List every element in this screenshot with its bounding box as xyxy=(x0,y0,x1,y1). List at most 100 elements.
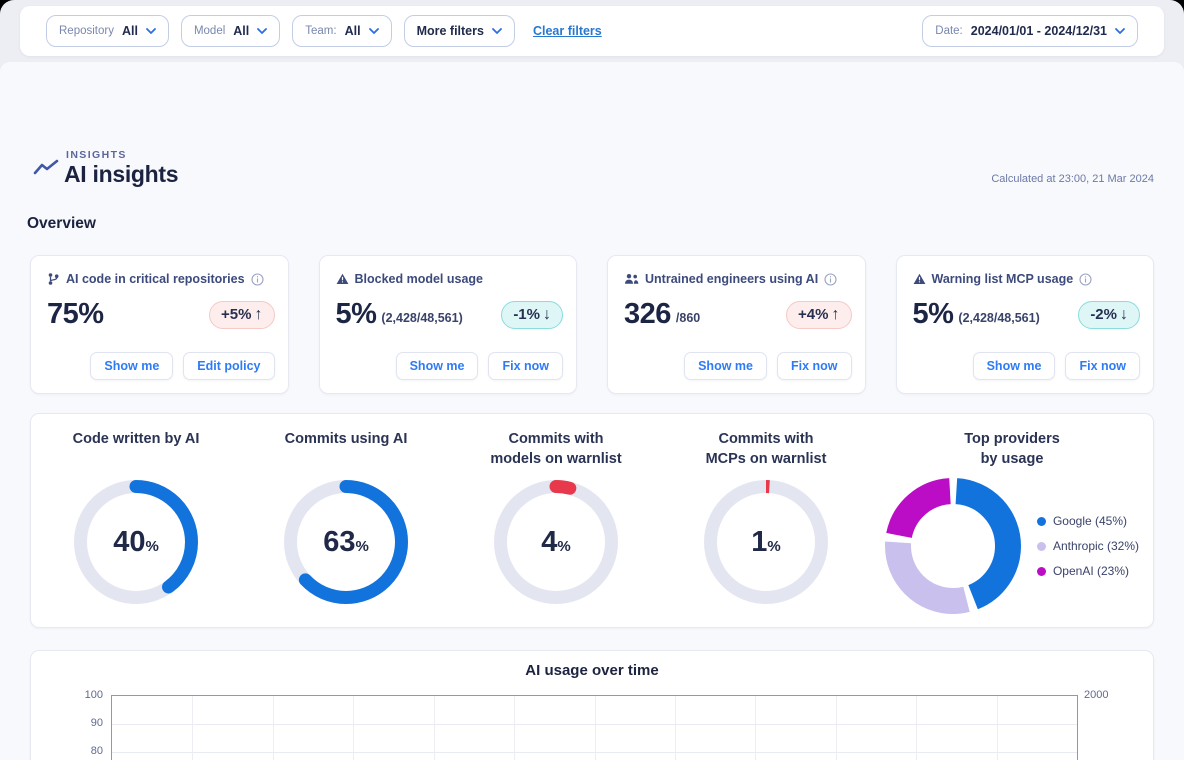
filter-label: Model xyxy=(193,25,226,37)
filter-label: Repository xyxy=(59,25,114,37)
kpi-sub-value: (2,428/48,561) xyxy=(958,311,1040,325)
show-me-button[interactable]: Show me xyxy=(395,352,479,380)
donut-chart xyxy=(284,480,408,604)
show-me-button[interactable]: Show me xyxy=(684,352,767,380)
filter-bar: Repository All Model All Team: All More … xyxy=(20,6,1164,56)
kpi-card-untrained-engineers: Untrained engineers using AI 326 /860 +4… xyxy=(607,255,866,394)
v-gridline xyxy=(192,696,194,760)
chevron-down-icon xyxy=(492,28,502,34)
donut-value: 40 xyxy=(113,525,146,558)
donut-value: 1 xyxy=(751,525,768,558)
donut-commits-using-ai: Commits using AI 63 % xyxy=(241,430,451,627)
donut-unit: % xyxy=(557,538,571,555)
legend-dot xyxy=(1036,566,1046,576)
v-gridline xyxy=(594,696,596,760)
delta-value: +5% xyxy=(221,306,252,323)
kpi-value: 5% xyxy=(335,298,377,330)
v-gridline xyxy=(272,696,274,760)
page-title: AI insights xyxy=(64,161,179,187)
warning-triangle-icon xyxy=(913,273,925,284)
donut-mcps-on-warnlist: Commits with MCPs on warnlist 1 % xyxy=(661,430,871,627)
donut-code-written-by-ai: Code written by AI 40 % xyxy=(31,430,241,627)
delta-badge: +5% ↑ xyxy=(209,300,275,329)
section-title-overview: Overview xyxy=(27,215,96,232)
filter-value: All xyxy=(121,24,138,38)
kpi-sub-value: (2,428/48,561) xyxy=(381,311,463,325)
y-axis-tick: 90 xyxy=(90,717,103,729)
donut-value: 63 xyxy=(323,525,356,558)
chevron-down-icon xyxy=(146,28,156,34)
donut-title: Commits using AI xyxy=(284,431,408,447)
providers-legend: Google (45%) Anthropic (32%) OpenAI (23%… xyxy=(1036,514,1140,578)
kpi-value: 75% xyxy=(47,298,104,330)
donut-models-on-warnlist: Commits with models on warnlist 4 % xyxy=(451,430,661,627)
legend-item-anthropic: Anthropic (32%) xyxy=(1036,539,1140,553)
show-me-button[interactable]: Show me xyxy=(972,352,1056,380)
users-icon xyxy=(625,274,639,284)
kpi-title-label: Blocked model usage xyxy=(354,272,484,286)
legend-label: Anthropic (32%) xyxy=(1052,539,1140,553)
pie-title: Top providers by usage xyxy=(964,431,1060,467)
info-icon[interactable] xyxy=(250,272,264,286)
date-value: 2024/01/01 - 2024/12/31 xyxy=(970,24,1107,38)
delta-arrow-icon: ↑ xyxy=(831,305,840,323)
v-gridline xyxy=(996,696,998,760)
repository-filter[interactable]: Repository All xyxy=(46,15,169,47)
legend-label: OpenAI (23%) xyxy=(1052,564,1130,578)
v-gridline xyxy=(755,696,757,760)
donut-title: Commits with models on warnlist xyxy=(490,431,622,467)
fix-now-button[interactable]: Fix now xyxy=(776,352,852,380)
v-gridline xyxy=(514,696,516,760)
date-label: Date: xyxy=(935,25,963,37)
chevron-down-icon xyxy=(257,28,268,34)
date-filter[interactable]: Date: 2024/01/01 - 2024/12/31 xyxy=(922,15,1138,47)
chevron-down-icon xyxy=(368,28,379,34)
info-icon[interactable] xyxy=(824,272,837,286)
breadcrumb: INSIGHTS xyxy=(66,149,127,161)
donut-charts-panel: Code written by AI 40 % Commits using AI xyxy=(30,413,1154,628)
delta-arrow-icon: ↑ xyxy=(254,305,263,323)
fix-now-button[interactable]: Fix now xyxy=(1065,352,1140,380)
donut-unit: % xyxy=(355,538,369,555)
git-branch-icon xyxy=(48,273,59,285)
legend-dot xyxy=(1036,516,1046,526)
kpi-card-warning-list-mcp: Warning list MCP usage 5% (2,428/48,561)… xyxy=(895,255,1154,394)
donut-chart xyxy=(74,480,198,604)
delta-badge: -1% ↓ xyxy=(501,300,563,329)
pie-top-providers: Top providers by usage Google (45%) xyxy=(871,430,1153,627)
show-me-button[interactable]: Show me xyxy=(90,352,174,380)
donut-title: Code written by AI xyxy=(72,431,200,447)
v-gridline xyxy=(353,696,355,760)
delta-arrow-icon: ↓ xyxy=(543,305,551,323)
team-filter[interactable]: Team: All xyxy=(292,15,392,47)
kpi-title-label: Untrained engineers using AI xyxy=(645,272,819,286)
clear-filters-link[interactable]: Clear filters xyxy=(532,24,602,38)
delta-arrow-icon: ↓ xyxy=(1120,305,1128,323)
delta-badge: +4% ↑ xyxy=(786,300,852,329)
model-filter[interactable]: Model All xyxy=(180,15,281,47)
donut-value: 4 xyxy=(541,525,558,558)
fix-now-button[interactable]: Fix now xyxy=(488,352,563,380)
donut-unit: % xyxy=(145,538,159,555)
donut-chart xyxy=(494,480,618,604)
legend-item-google: Google (45%) xyxy=(1036,514,1139,528)
warning-triangle-icon xyxy=(336,273,348,284)
donut-chart xyxy=(704,480,828,604)
kpi-card-row: AI code in critical repositories 75% +5%… xyxy=(30,255,1154,394)
info-icon[interactable] xyxy=(1079,272,1092,286)
donut-title: Commits with MCPs on warnlist xyxy=(705,431,827,467)
delta-value: -1% xyxy=(513,306,540,323)
y-axis-tick: 80 xyxy=(90,745,103,757)
right-axis-tick: 2000 xyxy=(1084,689,1109,701)
kpi-title-label: Warning list MCP usage xyxy=(931,272,1074,286)
y-axis-tick: 100 xyxy=(84,689,103,701)
filter-label: Team: xyxy=(305,25,337,37)
providers-donut-chart xyxy=(884,478,1021,614)
more-filters-button[interactable]: More filters xyxy=(403,15,515,47)
insights-line-chart-icon xyxy=(33,159,59,175)
donut-unit: % xyxy=(767,538,781,555)
edit-policy-button[interactable]: Edit policy xyxy=(183,352,275,380)
calculated-timestamp: Calculated at 23:00, 21 Mar 2024 xyxy=(991,173,1154,185)
delta-value: -2% xyxy=(1090,306,1117,323)
v-gridline xyxy=(916,696,918,760)
